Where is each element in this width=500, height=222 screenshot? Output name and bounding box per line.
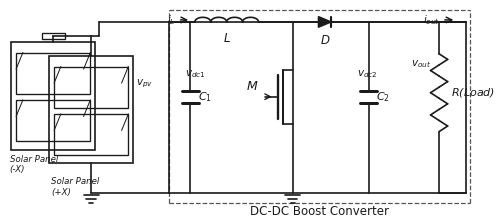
Text: $v_{out}$: $v_{out}$ [411,58,432,70]
Text: $M$: $M$ [246,80,258,93]
Bar [50,56,133,163]
Text: $C_2$: $C_2$ [376,90,390,104]
Text: $v_{dc1}$: $v_{dc1}$ [186,68,206,80]
Polygon shape [318,17,331,27]
Bar [54,67,128,107]
Text: DC-DC Boost Converter: DC-DC Boost Converter [250,205,390,218]
Text: $R$(Load): $R$(Load) [452,86,496,99]
Bar [42,33,64,39]
Text: Solar Panel
(-X): Solar Panel (-X) [10,155,58,174]
Bar [16,53,90,93]
Text: $v_{pv}$: $v_{pv}$ [136,77,153,90]
Text: $L$: $L$ [223,32,230,45]
Text: $C_1$: $C_1$ [198,90,211,104]
Text: $i_L$: $i_L$ [168,13,176,27]
Bar [54,114,128,155]
Text: $D$: $D$ [320,34,330,47]
Text: $i_{out}$: $i_{out}$ [423,13,440,27]
Bar [12,42,95,150]
Bar [16,100,90,141]
Text: $v_{dc2}$: $v_{dc2}$ [358,68,378,80]
Text: Solar Panel
(+X): Solar Panel (+X) [52,177,100,197]
